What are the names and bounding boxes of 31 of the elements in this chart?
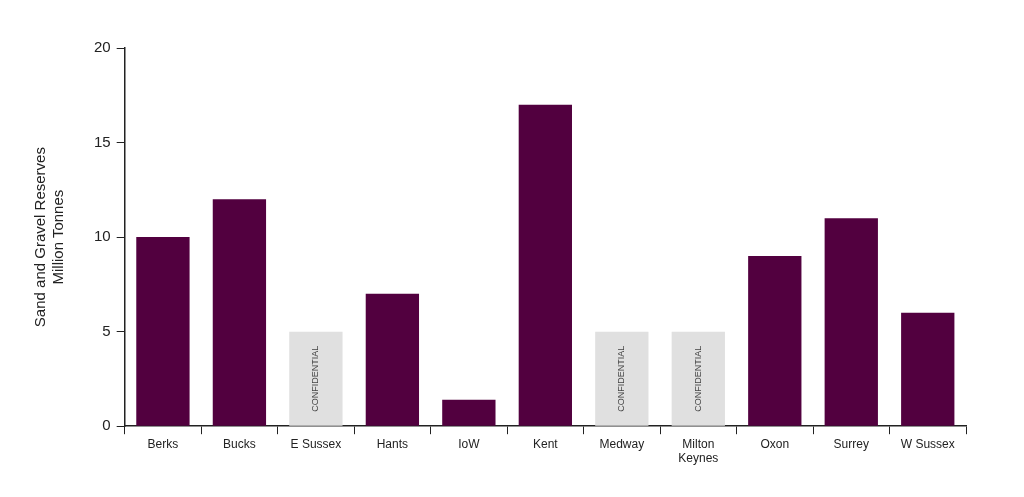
data-label: CONFIDENTIAL [310,345,321,412]
data-label: CONFIDENTIAL [616,345,627,412]
x-tick-label: Hants [376,436,409,451]
y-tick-label: 10 [94,227,111,245]
y-tick-label: 5 [102,321,111,339]
x-tick-label: Berks [147,436,179,451]
bar [901,312,955,426]
y-tick-label: 0 [102,416,111,434]
bar [442,399,496,426]
bar [671,331,725,426]
bar [365,293,420,426]
x-tick-label: Kent [533,436,559,451]
x-tick-label: E Sussex [290,436,342,451]
y-axis-title: Sand and Gravel Reserves Million Tonnes [31,147,67,328]
y-tick-label: 15 [94,132,111,150]
bar [518,104,572,426]
bar [212,199,267,426]
bar [136,237,190,426]
bar [289,331,343,426]
x-tick-label: Surrey [833,436,869,451]
x-tick-label: IoW [458,436,481,451]
bar [595,331,649,426]
x-tick-label: Oxon [760,436,790,451]
bar [824,218,878,426]
x-tick-label: W Sussex [900,436,955,451]
bar [748,256,802,426]
x-tick-label: Bucks [223,436,256,451]
x-tick-label: Milton Keynes [678,436,719,466]
x-tick-label: Medway [599,436,645,451]
y-tick-label: 20 [94,38,111,56]
data-label: CONFIDENTIAL [692,345,703,412]
